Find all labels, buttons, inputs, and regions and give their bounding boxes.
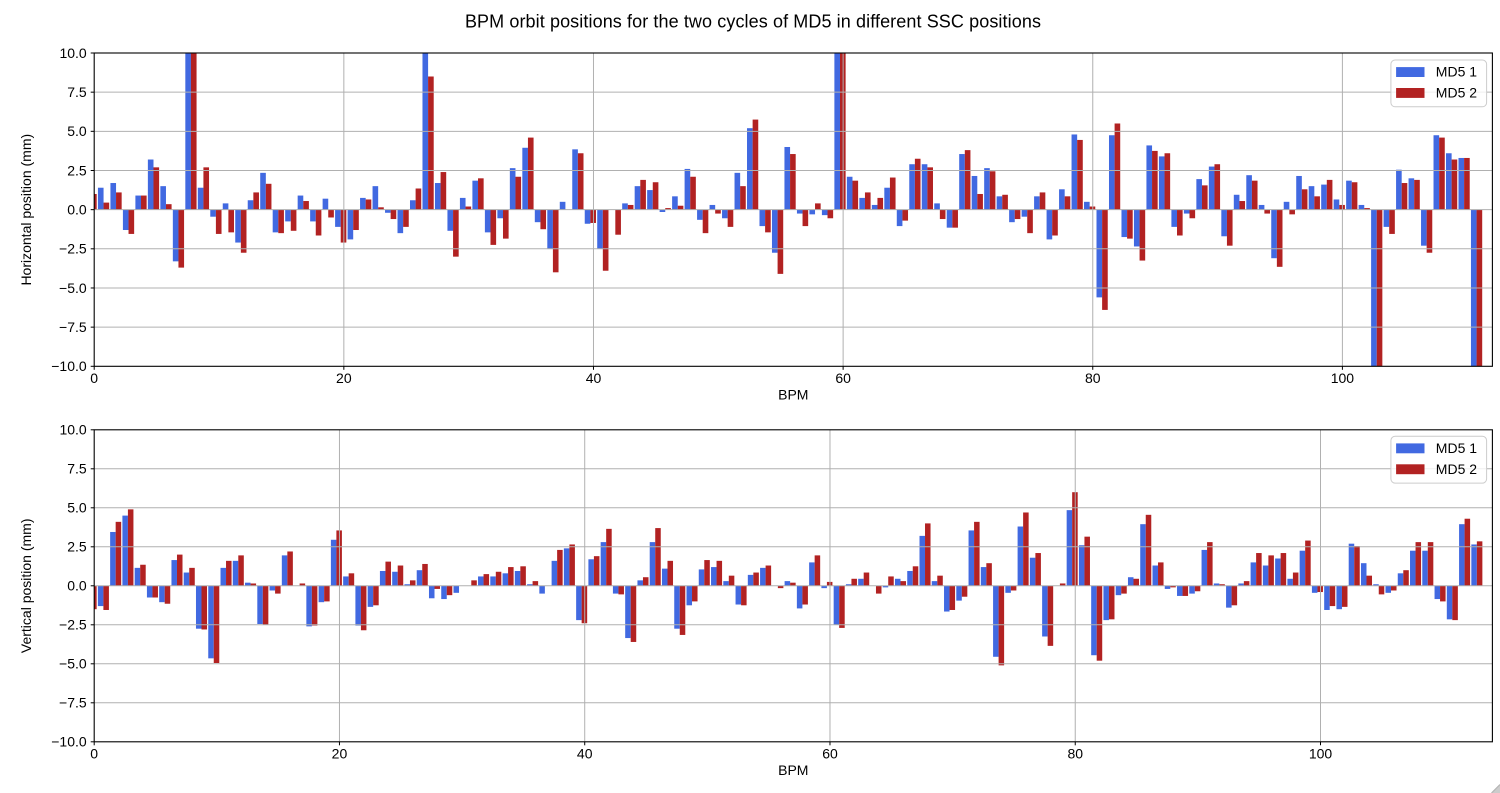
svg-text:−7.5: −7.5 (59, 695, 87, 711)
svg-text:0.0: 0.0 (67, 201, 87, 217)
svg-text:MD5 2: MD5 2 (1436, 85, 1477, 101)
svg-text:BPM: BPM (778, 386, 808, 402)
svg-text:5.0: 5.0 (67, 500, 87, 516)
svg-text:MD5 1: MD5 1 (1436, 440, 1477, 456)
svg-text:−2.5: −2.5 (59, 617, 87, 633)
svg-text:MD5 1: MD5 1 (1436, 64, 1477, 80)
svg-text:100: 100 (1331, 370, 1355, 386)
svg-text:5.0: 5.0 (67, 123, 87, 139)
svg-text:40: 40 (586, 370, 602, 386)
svg-text:−2.5: −2.5 (59, 241, 87, 257)
svg-text:80: 80 (1067, 745, 1083, 761)
svg-text:60: 60 (835, 370, 851, 386)
svg-text:7.5: 7.5 (67, 461, 87, 477)
svg-text:10.0: 10.0 (59, 422, 86, 438)
svg-text:Vertical position (mm): Vertical position (mm) (18, 519, 34, 654)
svg-text:20: 20 (336, 370, 352, 386)
svg-text:−7.5: −7.5 (59, 319, 87, 335)
svg-text:40: 40 (577, 745, 593, 761)
svg-text:0.0: 0.0 (67, 578, 87, 594)
svg-text:−5.0: −5.0 (59, 280, 87, 296)
svg-text:2.5: 2.5 (67, 539, 87, 555)
svg-text:−10.0: −10.0 (51, 734, 87, 750)
svg-text:BPM orbit positions for the tw: BPM orbit positions for the two cycles o… (465, 12, 1041, 32)
svg-text:2.5: 2.5 (67, 162, 87, 178)
svg-text:20: 20 (332, 745, 348, 761)
svg-text:60: 60 (822, 745, 838, 761)
svg-text:100: 100 (1309, 745, 1333, 761)
svg-text:MD5 2: MD5 2 (1436, 461, 1477, 477)
svg-text:7.5: 7.5 (67, 84, 87, 100)
svg-text:−10.0: −10.0 (51, 358, 87, 374)
svg-text:10.0: 10.0 (59, 45, 86, 61)
svg-text:BPM: BPM (778, 762, 808, 778)
svg-text:80: 80 (1085, 370, 1101, 386)
svg-text:0: 0 (90, 745, 98, 761)
svg-text:−5.0: −5.0 (59, 656, 87, 672)
svg-text:0: 0 (90, 370, 98, 386)
svg-text:Horizontal position (mm): Horizontal position (mm) (18, 134, 34, 286)
